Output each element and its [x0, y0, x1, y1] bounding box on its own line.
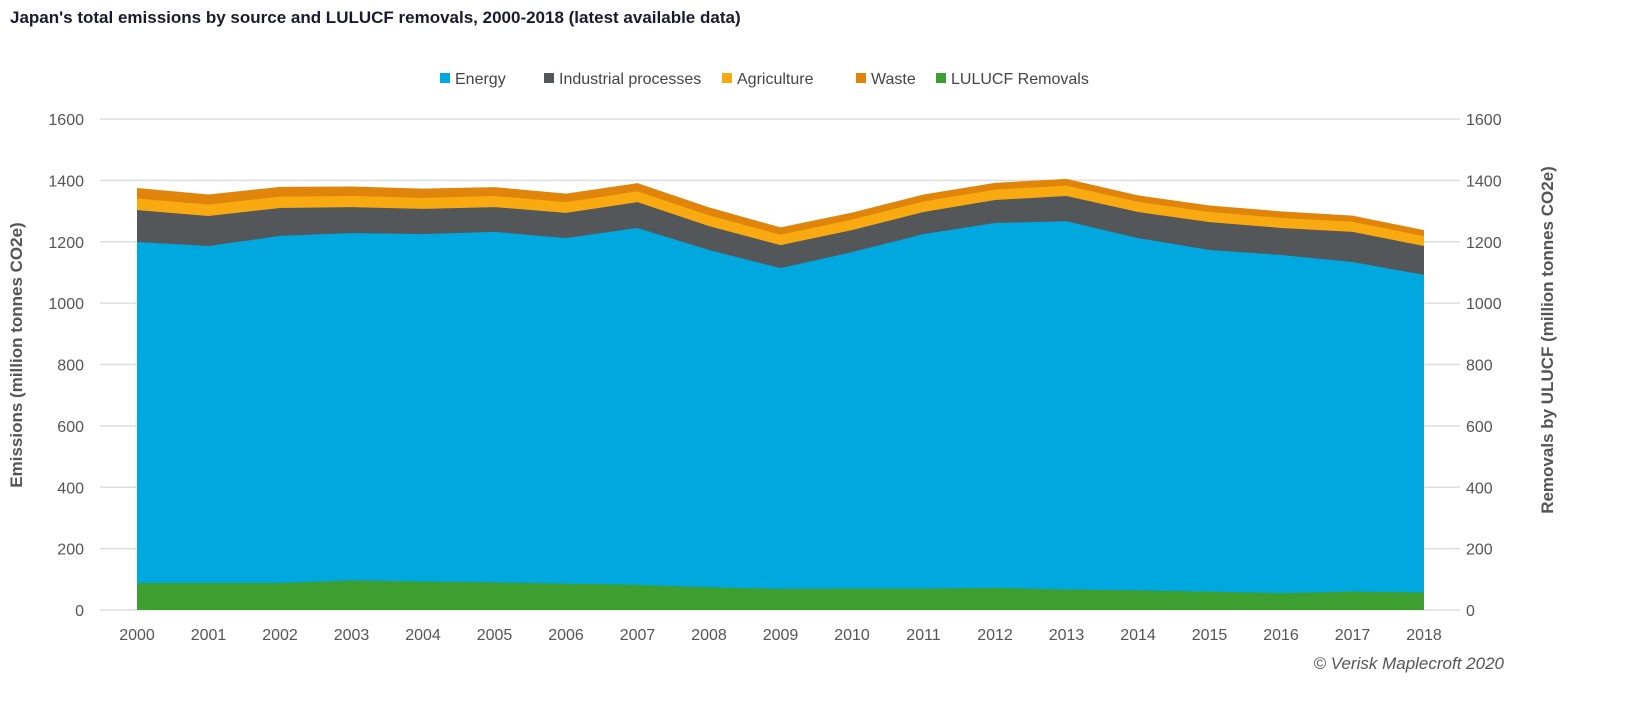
x-tick-label: 2015	[1192, 627, 1228, 644]
y-tick-label-left: 600	[57, 419, 84, 436]
legend-swatch	[440, 73, 450, 83]
y-tick-label-left: 1600	[48, 112, 84, 129]
copyright-text: © Verisk Maplecroft 2020	[1314, 654, 1505, 673]
x-tick-label: 2004	[405, 627, 441, 644]
legend-label: LULUCF Removals	[951, 71, 1089, 88]
y-tick-label-left: 1400	[48, 173, 84, 190]
x-tick-label: 2011	[906, 627, 941, 644]
y-tick-label-left: 800	[57, 358, 84, 375]
legend-label: Industrial processes	[559, 71, 701, 88]
y-tick-label-right: 600	[1466, 419, 1493, 436]
y-tick-label-left: 0	[75, 603, 84, 620]
area-lulucf-removals	[137, 580, 1424, 610]
x-tick-label: 2009	[763, 627, 799, 644]
x-tick-label: 2018	[1406, 627, 1442, 644]
y-tick-label-right: 1400	[1466, 173, 1502, 190]
x-tick-label: 2006	[548, 627, 584, 644]
y-tick-label-left: 200	[57, 542, 84, 559]
legend-label: Energy	[455, 71, 506, 88]
x-tick-label: 2016	[1263, 627, 1299, 644]
x-tick-label: 2003	[334, 627, 370, 644]
y-tick-label-right: 800	[1466, 358, 1493, 375]
y-axis-title-right: Removals by ULUCF (million tonnes CO2e)	[1538, 166, 1557, 514]
legend-swatch	[936, 73, 946, 83]
chart-title: Japan's total emissions by source and LU…	[10, 8, 741, 27]
x-tick-label: 2001	[191, 627, 227, 644]
legend-swatch	[544, 73, 554, 83]
x-tick-label: 2005	[477, 627, 513, 644]
legend-label: Waste	[871, 71, 916, 88]
y-tick-label-left: 1000	[48, 296, 84, 313]
legend-label: Agriculture	[737, 71, 814, 88]
x-tick-label: 2000	[119, 627, 155, 644]
x-tick-label: 2007	[620, 627, 656, 644]
x-tick-label: 2012	[977, 627, 1013, 644]
y-tick-label-right: 1000	[1466, 296, 1502, 313]
legend-swatch	[856, 73, 866, 83]
area-energy	[137, 221, 1424, 610]
y-tick-label-left: 400	[57, 480, 84, 497]
y-tick-label-right: 0	[1466, 603, 1475, 620]
x-tick-label: 2013	[1049, 627, 1085, 644]
y-tick-label-right: 1600	[1466, 112, 1502, 129]
y-tick-label-right: 400	[1466, 480, 1493, 497]
x-tick-label: 2017	[1335, 627, 1371, 644]
x-tick-label: 2002	[262, 627, 298, 644]
y-tick-label-right: 1200	[1466, 235, 1502, 252]
y-axis-title-left: Emissions (million tonnes CO2e)	[7, 222, 26, 487]
y-tick-label-right: 200	[1466, 542, 1493, 559]
legend-swatch	[722, 73, 732, 83]
x-tick-label: 2008	[691, 627, 727, 644]
y-tick-label-left: 1200	[48, 235, 84, 252]
x-tick-label: 2014	[1120, 627, 1156, 644]
x-tick-label: 2010	[834, 627, 870, 644]
